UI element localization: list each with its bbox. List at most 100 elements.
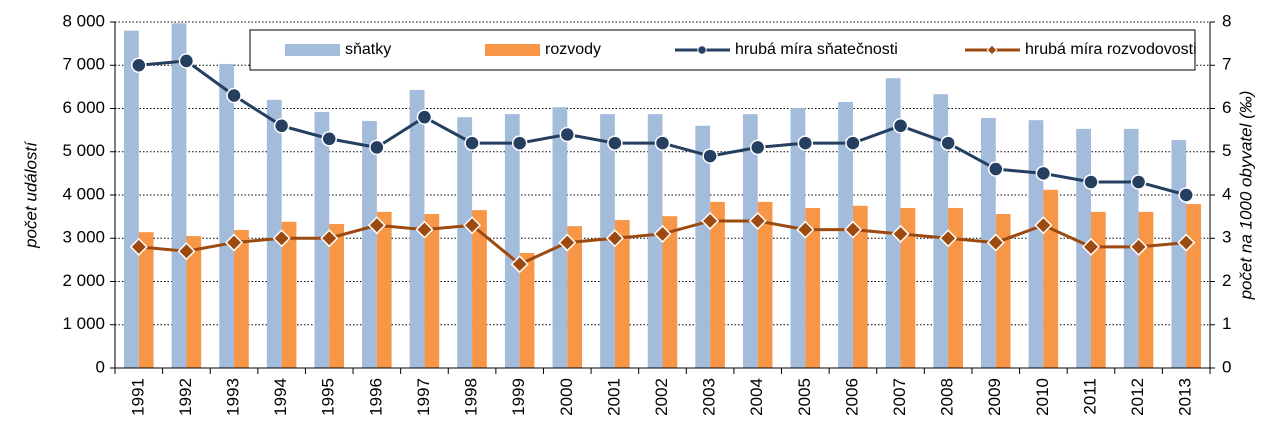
bar xyxy=(790,108,806,368)
bar xyxy=(266,99,282,368)
legend-label: hrubá míra sňatečnosti xyxy=(735,41,898,58)
marker xyxy=(749,139,766,156)
marker xyxy=(416,109,433,125)
marker xyxy=(177,242,196,261)
y2-tick-label: 5 xyxy=(1222,141,1231,160)
y-tick-label: 3 000 xyxy=(62,228,105,247)
marker xyxy=(605,229,624,248)
marker xyxy=(986,233,1005,252)
y2-tick-label: 4 xyxy=(1222,184,1231,203)
x-tick-label: 2006 xyxy=(842,378,861,416)
x-tick-label: 2007 xyxy=(890,378,909,416)
x-tick-label: 2008 xyxy=(938,378,957,416)
marker xyxy=(558,233,577,252)
bar xyxy=(424,214,440,368)
bar xyxy=(376,211,392,368)
marker xyxy=(1034,216,1053,235)
marker xyxy=(178,53,195,69)
x-tick-label: 1999 xyxy=(509,378,528,416)
x-tick-label: 1996 xyxy=(366,378,385,416)
bar xyxy=(695,125,711,368)
bar xyxy=(138,232,154,368)
bar xyxy=(600,114,615,368)
marker xyxy=(463,216,482,235)
y-tick-label: 5 000 xyxy=(62,141,105,160)
bar xyxy=(171,23,187,369)
marker xyxy=(1081,237,1101,256)
x-tick-label: 2009 xyxy=(985,378,1004,416)
bar xyxy=(234,230,249,368)
legend-label: rozvody xyxy=(545,41,601,58)
bar xyxy=(186,236,202,368)
marker xyxy=(702,148,718,164)
bar xyxy=(329,223,344,368)
x-tick-label: 1992 xyxy=(176,378,195,416)
bar xyxy=(314,111,330,369)
legend-swatch xyxy=(285,44,340,56)
x-tick-label: 1993 xyxy=(224,378,243,416)
marker xyxy=(701,211,720,231)
marker xyxy=(748,211,767,231)
marker xyxy=(891,224,910,243)
bar xyxy=(662,216,678,368)
bar xyxy=(1090,211,1106,368)
y-tick-label: 0 xyxy=(96,357,105,376)
bar xyxy=(948,207,963,368)
marker xyxy=(845,135,861,151)
bar xyxy=(219,63,235,368)
bar xyxy=(552,107,568,368)
marker xyxy=(321,131,337,147)
marker xyxy=(1178,187,1194,203)
marker xyxy=(273,118,290,134)
marker xyxy=(892,118,909,134)
marker xyxy=(988,161,1004,177)
x-tick-label: 2002 xyxy=(652,378,671,416)
marker xyxy=(654,135,671,151)
bar xyxy=(1138,211,1154,368)
marker xyxy=(415,220,434,239)
bar xyxy=(710,201,725,368)
marker xyxy=(369,139,385,156)
marker xyxy=(272,229,291,248)
marker xyxy=(224,233,244,252)
y2-tick-label: 8 xyxy=(1222,11,1231,30)
bar xyxy=(457,117,473,369)
x-tick-label: 2013 xyxy=(1176,378,1195,416)
marker xyxy=(226,87,242,104)
y2-axis-title: počet na 1000 obyvatel (‰) xyxy=(1236,91,1255,301)
marker xyxy=(1177,233,1196,252)
marker xyxy=(653,224,672,243)
bar xyxy=(362,121,377,368)
marker xyxy=(940,135,956,151)
marker xyxy=(129,237,148,256)
bar xyxy=(805,207,821,368)
bar xyxy=(1186,204,1201,368)
marker xyxy=(697,45,707,55)
y-tick-label: 2 000 xyxy=(62,271,105,290)
x-tick-label: 1995 xyxy=(319,378,338,416)
bar xyxy=(1043,189,1059,368)
y2-tick-label: 7 xyxy=(1222,55,1231,74)
marker xyxy=(1130,174,1147,190)
y2-tick-label: 1 xyxy=(1222,314,1231,333)
marker xyxy=(1035,165,1052,182)
bar xyxy=(995,214,1011,368)
x-tick-label: 1991 xyxy=(128,378,147,416)
bar xyxy=(852,205,868,368)
bar xyxy=(1028,120,1044,369)
x-tick-label: 2004 xyxy=(747,378,766,416)
marker xyxy=(607,135,623,151)
legend-swatch xyxy=(485,44,540,56)
x-tick-label: 1994 xyxy=(271,378,290,416)
marker xyxy=(320,229,339,248)
marker xyxy=(367,216,386,235)
bar xyxy=(933,94,949,368)
legend-label: sňatky xyxy=(345,41,391,58)
marker xyxy=(464,135,480,151)
bar xyxy=(614,220,630,368)
y2-tick-label: 2 xyxy=(1222,271,1231,290)
y-tick-label: 1 000 xyxy=(62,314,105,333)
bar xyxy=(567,226,583,368)
marker xyxy=(510,255,529,274)
